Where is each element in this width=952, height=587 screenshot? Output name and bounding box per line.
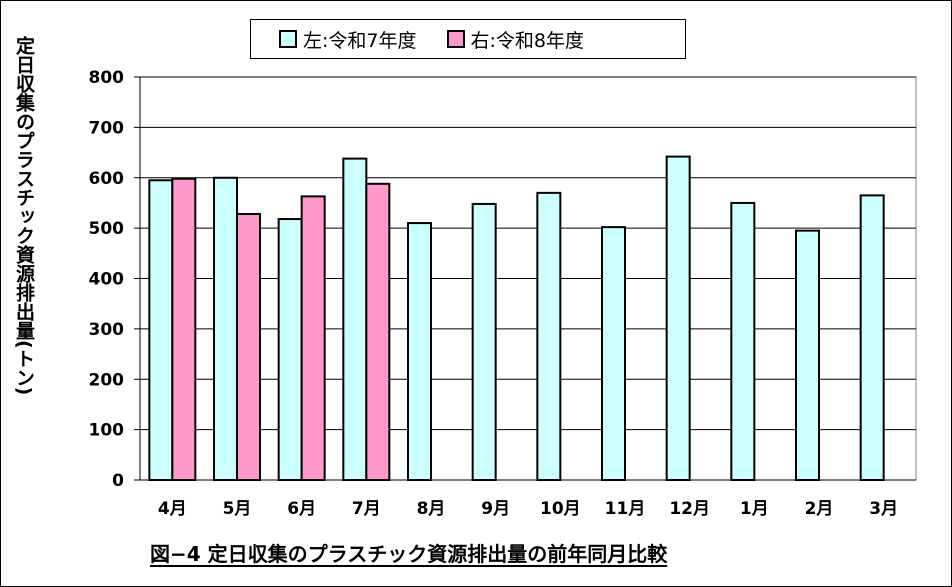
bar-series-1-0: [148, 179, 174, 482]
legend-label-series-2: 右:令和8年度: [470, 29, 585, 52]
bar-series-1-7: [601, 226, 626, 481]
y-tick-label: 500: [89, 219, 125, 239]
bar-series-1-2: [277, 218, 303, 481]
x-tick-label: 2月: [805, 499, 834, 519]
y-tick-label: 600: [89, 169, 125, 189]
x-tick-label: 4月: [158, 499, 187, 519]
y-tick-label: 700: [89, 118, 125, 138]
y-tick-label: 100: [89, 421, 125, 441]
legend-label-series-1: 左:令和7年度: [303, 29, 417, 52]
x-tick-label: 7月: [352, 499, 381, 519]
x-tick-label: 10月: [540, 499, 581, 519]
y-axis-label: 定日収集のプラスチック資源排出量(トン): [13, 36, 35, 396]
bars: [148, 155, 885, 482]
bar-series-1-4: [407, 222, 432, 481]
grid-lines: [134, 76, 917, 481]
y-tick-label: 400: [89, 270, 125, 290]
x-tick-label: 5月: [223, 499, 252, 519]
bar-series-1-10: [795, 229, 820, 481]
x-tick-label: 3月: [869, 499, 898, 519]
x-tick-label: 6月: [287, 499, 316, 519]
bar-series-2-1: [236, 213, 261, 482]
legend-item-series-2: 右:令和8年度: [446, 26, 585, 53]
y-tick-label: 300: [89, 320, 125, 340]
bar-series-1-5: [471, 202, 497, 481]
y-tick-label: 200: [89, 370, 125, 390]
bar-series-1-1: [213, 176, 238, 481]
x-tick-label: 9月: [481, 499, 510, 519]
legend-swatch-series-2: [446, 30, 465, 48]
bar-series-2-2: [300, 195, 326, 481]
bar-series-2-3: [365, 182, 391, 481]
chart-title: 図−4 定日収集のプラスチック資源排出量の前年同月比較: [150, 542, 668, 566]
y-tick-labels: 0 100 200 300 400 500 600 700 800: [89, 68, 125, 491]
x-tick-label: 8月: [417, 499, 446, 519]
bar-series-1-3: [342, 157, 368, 481]
y-tick-label: 0: [112, 471, 124, 491]
legend-item-series-1: 左:令和7年度: [279, 26, 417, 53]
x-tick-label: 11月: [605, 499, 646, 519]
bar-series-1-11: [859, 194, 885, 481]
y-tick-label: 800: [89, 68, 125, 88]
bar-series-2-0: [171, 177, 197, 481]
bar-series-1-6: [536, 191, 562, 482]
bar-series-1-8: [665, 155, 691, 481]
bar-series-1-9: [730, 201, 756, 481]
legend: 左:令和7年度 右:令和8年度: [250, 19, 686, 59]
x-tick-label: 12月: [669, 499, 710, 519]
x-tick-label: 1月: [740, 499, 769, 519]
x-tick-labels: 4月 5月 6月 7月 8月 9月 10月 11月 12月 1月 2月 3月: [158, 499, 898, 519]
legend-swatch-series-1: [279, 30, 297, 48]
